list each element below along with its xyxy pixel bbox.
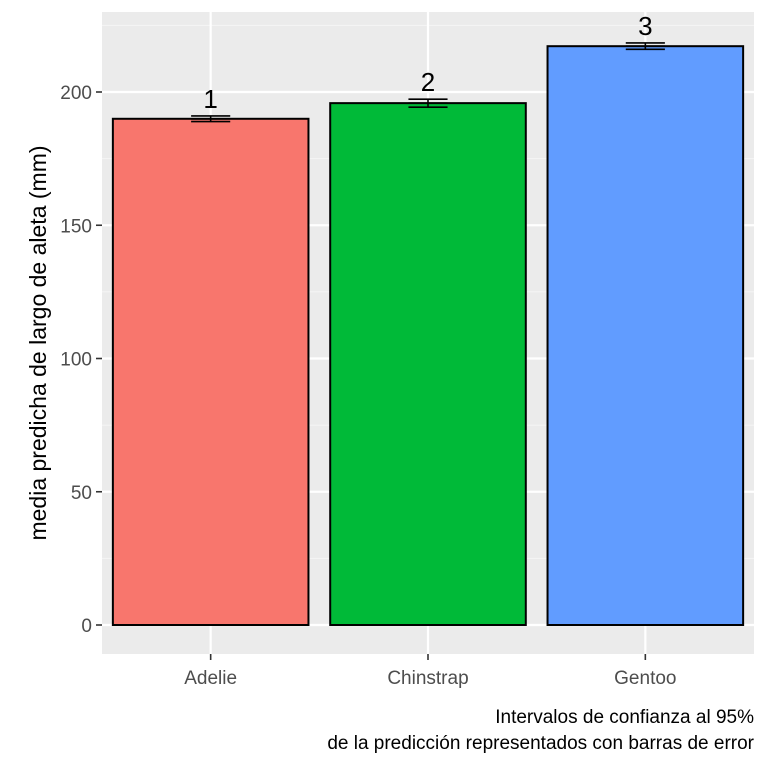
error-bar-adelie xyxy=(191,115,231,123)
bar-label-3: 3 xyxy=(638,11,652,41)
bars xyxy=(111,45,745,626)
bar-labels: 1 2 3 xyxy=(203,11,652,114)
y-axis: 0 50 100 150 200 xyxy=(60,83,102,637)
y-tick-label: 50 xyxy=(71,483,92,504)
bar-label-1: 1 xyxy=(203,84,217,114)
bar-chinstrap xyxy=(329,102,527,626)
caption-line-2: de la predicción representados con barra… xyxy=(327,733,754,754)
caption-line-1: Intervalos de confianza al 95% xyxy=(495,707,754,728)
x-tick-label-gentoo: Gentoo xyxy=(614,668,676,689)
bar-label-2: 2 xyxy=(421,67,435,97)
error-bars xyxy=(191,42,665,123)
y-tick-label: 200 xyxy=(60,83,92,104)
x-axis: Adelie Chinstrap Gentoo xyxy=(184,654,676,689)
x-tick-label-chinstrap: Chinstrap xyxy=(387,668,468,689)
y-tick-label: 0 xyxy=(81,616,92,637)
error-bar-gentoo xyxy=(625,42,665,51)
y-tick-label: 150 xyxy=(60,216,92,237)
bar-adelie xyxy=(111,117,310,626)
bar-gentoo xyxy=(546,45,745,626)
y-tick-label: 100 xyxy=(60,350,92,371)
x-tick-label-adelie: Adelie xyxy=(184,668,237,689)
y-axis-title: media predicha de largo de aleta (mm) xyxy=(25,145,51,540)
error-bar-chinstrap xyxy=(408,98,448,108)
